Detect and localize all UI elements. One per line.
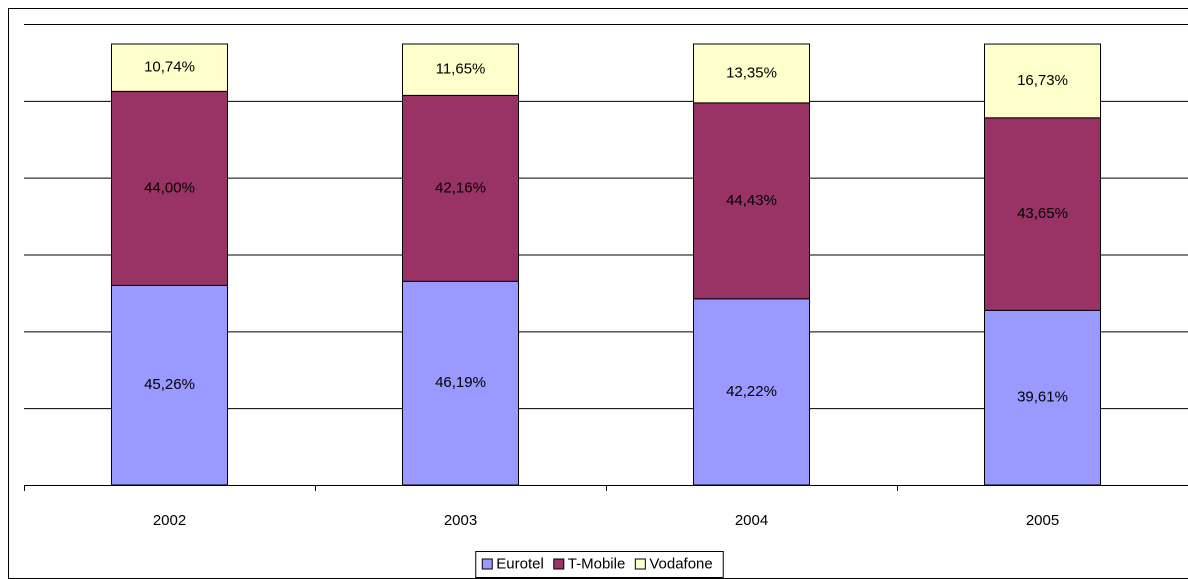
legend-swatch xyxy=(481,558,493,570)
bar-segment xyxy=(984,43,1101,119)
data-label: 44,00% xyxy=(144,179,195,196)
bar-segment xyxy=(984,117,1101,311)
bar-segment xyxy=(402,280,519,486)
data-label: 13,35% xyxy=(726,64,777,81)
data-label: 46,19% xyxy=(435,374,486,391)
legend-label: Eurotel xyxy=(496,555,544,572)
legend-swatch xyxy=(553,558,565,570)
legend-swatch xyxy=(634,558,646,570)
bar-segment xyxy=(111,90,228,286)
bar-segment xyxy=(984,309,1101,486)
bar-segment xyxy=(402,94,519,282)
data-label: 16,73% xyxy=(1017,72,1068,89)
data-label: 43,65% xyxy=(1017,205,1068,222)
x-tick-label: 2004 xyxy=(735,512,768,529)
legend-label: T-Mobile xyxy=(568,555,626,572)
legend-box xyxy=(475,551,724,578)
bar-segment xyxy=(693,43,810,104)
bar-segment xyxy=(111,43,228,92)
data-label: 45,26% xyxy=(144,376,195,393)
x-tick-label: 2005 xyxy=(1026,512,1059,529)
x-tick-label: 2003 xyxy=(444,512,477,529)
legend: Eurotel T-Mobile Vodafone xyxy=(475,551,724,578)
data-label: 42,22% xyxy=(726,383,777,400)
bar-segment xyxy=(111,284,228,486)
data-label: 10,74% xyxy=(144,59,195,76)
bar-segment xyxy=(693,102,810,300)
data-label: 44,43% xyxy=(726,192,777,209)
data-label: 39,61% xyxy=(1017,389,1068,406)
bar-segment xyxy=(402,43,519,96)
legend-label: Vodafone xyxy=(649,555,712,572)
data-label: 11,65% xyxy=(436,61,486,78)
x-tick-label: 2002 xyxy=(153,512,186,529)
data-label: 42,16% xyxy=(435,179,486,196)
